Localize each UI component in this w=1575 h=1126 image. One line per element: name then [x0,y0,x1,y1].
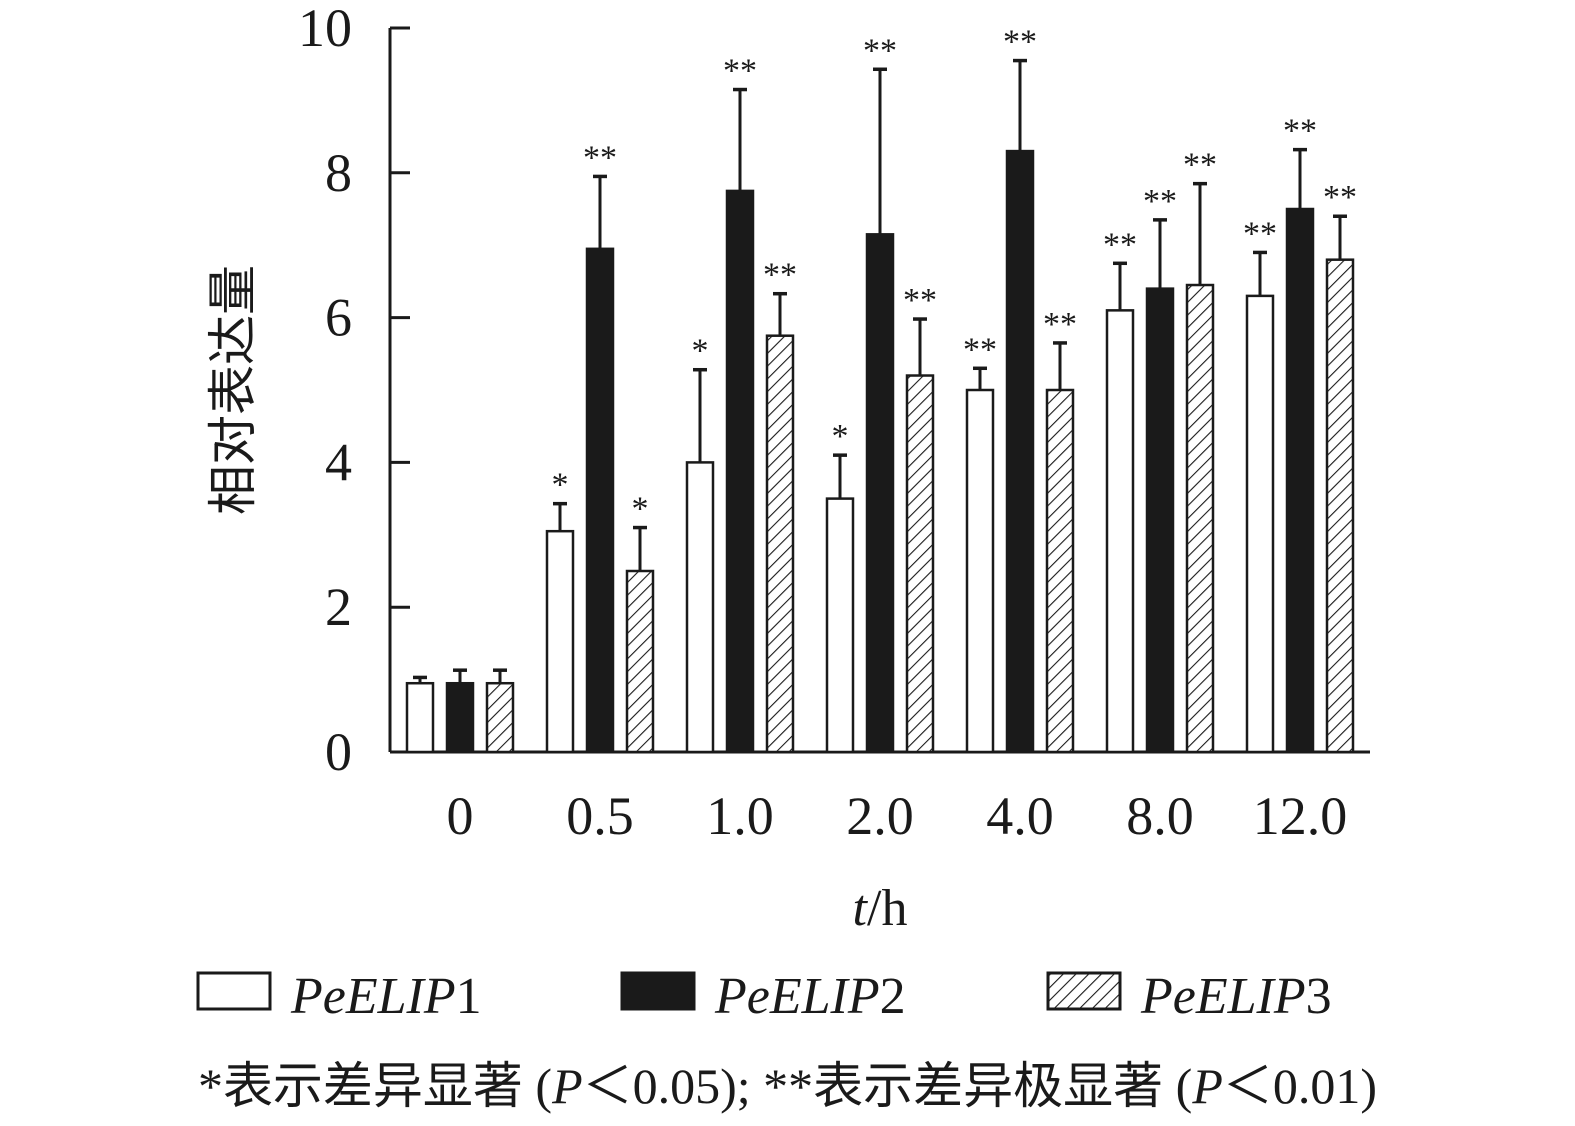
bar [585,247,615,754]
bar [625,569,655,754]
x-tick-label: 8.0 [1126,786,1194,846]
legend-label-number: 2 [880,968,906,1025]
significance-marker: ** [1283,113,1317,150]
bar [825,497,855,754]
bar [1185,283,1215,754]
significance-marker: ** [723,53,757,90]
bar [1245,294,1275,754]
x-axis-label-unit: /h [867,880,907,937]
x-tick-label: 12.0 [1253,786,1348,846]
significance-marker: * [632,491,649,528]
bar [1005,149,1035,754]
x-axis-label: t/h [853,880,908,937]
y-tick-label: 10 [298,0,352,58]
bar [865,233,895,754]
bar [965,388,995,754]
bar [685,461,715,754]
legend: PeELIP1 PeELIP2 PeELIP3 [196,968,1332,1025]
x-tick-label: 0.5 [566,786,634,846]
bar [445,681,475,754]
legend-swatch [620,971,696,1011]
legend-label-gene: PeELIP [1140,968,1306,1025]
footnote-p-symbol-1: P [552,1058,583,1114]
x-tick-label: 0 [447,786,474,846]
significance-marker: * [832,418,849,455]
bar [725,189,755,754]
significance-marker: ** [763,257,797,294]
significance-marker: ** [1143,183,1177,220]
legend-label: PeELIP1 [290,968,482,1025]
legend-label: PeELIP2 [714,968,906,1025]
x-tick-label: 2.0 [846,786,914,846]
bar [905,374,935,754]
significance-marker: ** [963,331,997,368]
significance-marker: ** [1103,226,1137,263]
significance-marker: ** [1243,215,1277,252]
x-tick-label: 4.0 [986,786,1054,846]
y-tick-label: 8 [325,143,352,203]
x-axis-label-var: t [853,880,869,937]
footnote-part-a: *表示差异显著 ( [197,1058,553,1114]
significance-marker: * [552,467,569,504]
footnote-p-symbol-2: P [1192,1058,1223,1114]
x-tick-label: 1.0 [706,786,774,846]
bar [765,334,795,754]
significance-marker: * [692,333,709,370]
legend-label-gene: PeELIP [290,968,456,1025]
significance-marker: ** [583,139,617,176]
footnote-part-c: ＜0.01) [1222,1058,1378,1114]
bar [485,681,515,754]
footnote-part-b: ＜0.05); **表示差异极显著 ( [582,1058,1193,1114]
bar [405,681,435,754]
legend-label-number: 3 [1306,968,1332,1025]
y-tick-label: 2 [325,577,352,637]
y-tick-label: 6 [325,288,352,348]
bar [1145,287,1175,754]
legend-label: PeELIP3 [1140,968,1332,1025]
y-axis-label: 相对表达量 [204,265,262,515]
legend-swatch [196,971,272,1011]
significance-marker: ** [863,32,897,69]
legend-swatch [1046,971,1122,1011]
y-tick-label: 4 [325,432,352,492]
significance-footnote: *表示差异显著 (P＜0.05); **表示差异极显著 (P＜0.01) [0,1046,1575,1118]
significance-marker: ** [1183,147,1217,184]
bar [1325,258,1355,754]
bar [1045,388,1075,754]
legend-label-number: 1 [456,968,482,1025]
significance-marker: ** [1043,306,1077,343]
significance-marker: ** [1323,179,1357,216]
significance-marker: ** [1003,24,1037,61]
bar [1105,309,1135,754]
bar [545,529,575,754]
significance-marker: ** [903,282,937,319]
legend-label-gene: PeELIP [714,968,880,1025]
bar [1285,207,1315,754]
y-tick-label: 0 [325,722,352,782]
